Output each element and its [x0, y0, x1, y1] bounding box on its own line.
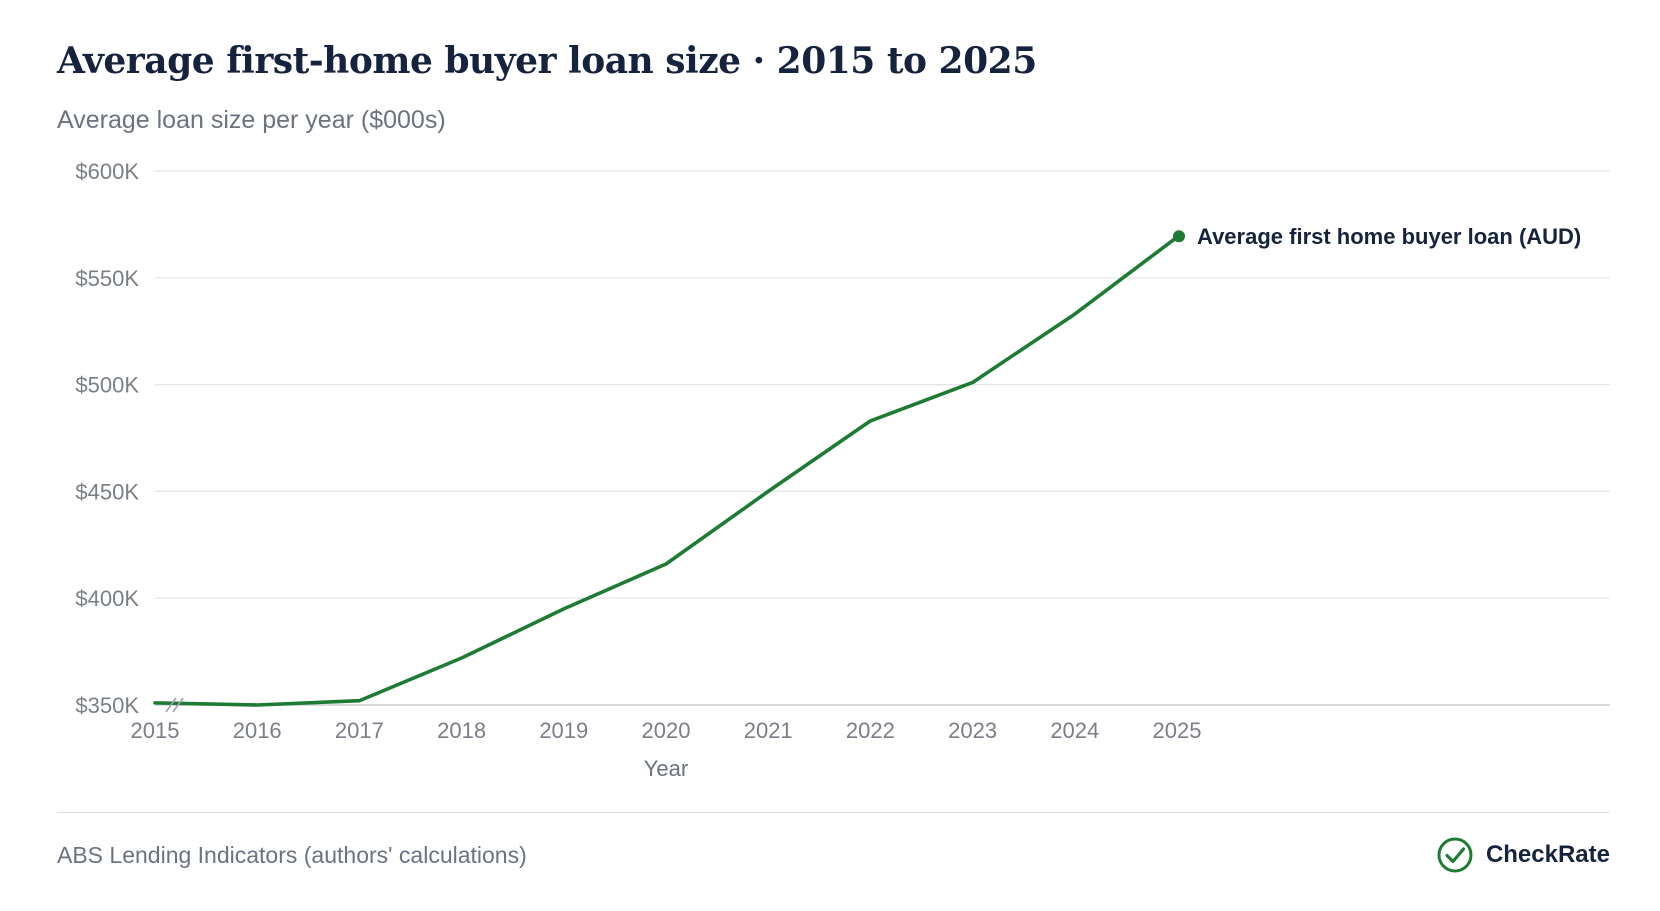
x-axis-label: Year — [644, 756, 688, 781]
x-tick-label: 2016 — [233, 718, 282, 743]
x-tick-label: 2024 — [1050, 718, 1099, 743]
series-layer: Average first home buyer loan (AUD) — [153, 224, 1581, 713]
source-note: ABS Lending Indicators (authors' calcula… — [57, 842, 527, 868]
series-line — [153, 235, 1179, 707]
y-tick-labels: $350K $400K $450K $500K $550K $600K — [75, 159, 139, 718]
axis-break-mark — [165, 697, 177, 713]
grid-lines — [155, 170, 1610, 706]
x-tick-label: 2015 — [131, 718, 180, 743]
footer-divider — [57, 812, 1610, 813]
brand-logo: CheckRate — [1436, 836, 1610, 874]
chart-title: Average first-home buyer loan size · 201… — [57, 40, 1037, 82]
y-tick-label: $500K — [75, 373, 139, 398]
x-tick-label: 2021 — [744, 718, 793, 743]
y-tick-label: $350K — [75, 693, 139, 718]
x-tick-label: 2017 — [335, 718, 384, 743]
brand-name: CheckRate — [1485, 841, 1610, 868]
y-tick-label: $550K — [75, 266, 139, 291]
check-circle-icon — [1437, 837, 1473, 873]
series-end-marker — [1173, 230, 1185, 243]
chart-subtitle: Average loan size per year ($000s) — [57, 106, 446, 134]
y-tick-label: $450K — [75, 479, 139, 504]
x-tick-label: 2020 — [642, 718, 691, 743]
x-tick-labels: 2015 2016 2017 2018 2019 2020 2021 2022 2023 2024… — [131, 718, 1202, 743]
y-tick-label: $400K — [75, 586, 139, 611]
y-tick-label: $600K — [75, 159, 139, 184]
x-tick-label: 2019 — [539, 718, 588, 743]
line-chart: $350K$400K$450K$500K$550K$600K 2015 2016 2… — [75, 159, 1610, 781]
x-tick-label: 2018 — [437, 718, 486, 743]
series-label: Average first home buyer loan (AUD) — [1197, 224, 1581, 249]
x-tick-label: 2025 — [1153, 718, 1202, 743]
x-tick-label: 2022 — [846, 718, 895, 743]
x-tick-label: 2023 — [948, 718, 997, 743]
axis-break-mark — [172, 697, 184, 713]
